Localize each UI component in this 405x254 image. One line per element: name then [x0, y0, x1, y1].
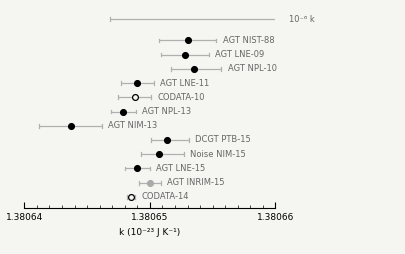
- Text: AGT INRIM-15: AGT INRIM-15: [167, 178, 225, 187]
- Text: CODATA-14: CODATA-14: [141, 192, 189, 201]
- Text: CODATA-10: CODATA-10: [158, 93, 205, 102]
- Text: AGT NPL-13: AGT NPL-13: [142, 107, 192, 116]
- Text: Noise NIM-15: Noise NIM-15: [190, 150, 246, 159]
- Text: AGT LNE-11: AGT LNE-11: [160, 78, 209, 88]
- Text: AGT NIST-88: AGT NIST-88: [223, 36, 274, 45]
- X-axis label: k (10⁻²³ J K⁻¹): k (10⁻²³ J K⁻¹): [119, 228, 181, 237]
- Text: AGT LNE-09: AGT LNE-09: [215, 50, 264, 59]
- Text: 10⁻⁶ k: 10⁻⁶ k: [289, 14, 315, 24]
- Text: AGT NIM-13: AGT NIM-13: [109, 121, 158, 130]
- Text: AGT NPL-10: AGT NPL-10: [228, 64, 277, 73]
- Text: AGT LNE-15: AGT LNE-15: [156, 164, 205, 173]
- Text: DCGT PTB-15: DCGT PTB-15: [195, 135, 251, 145]
